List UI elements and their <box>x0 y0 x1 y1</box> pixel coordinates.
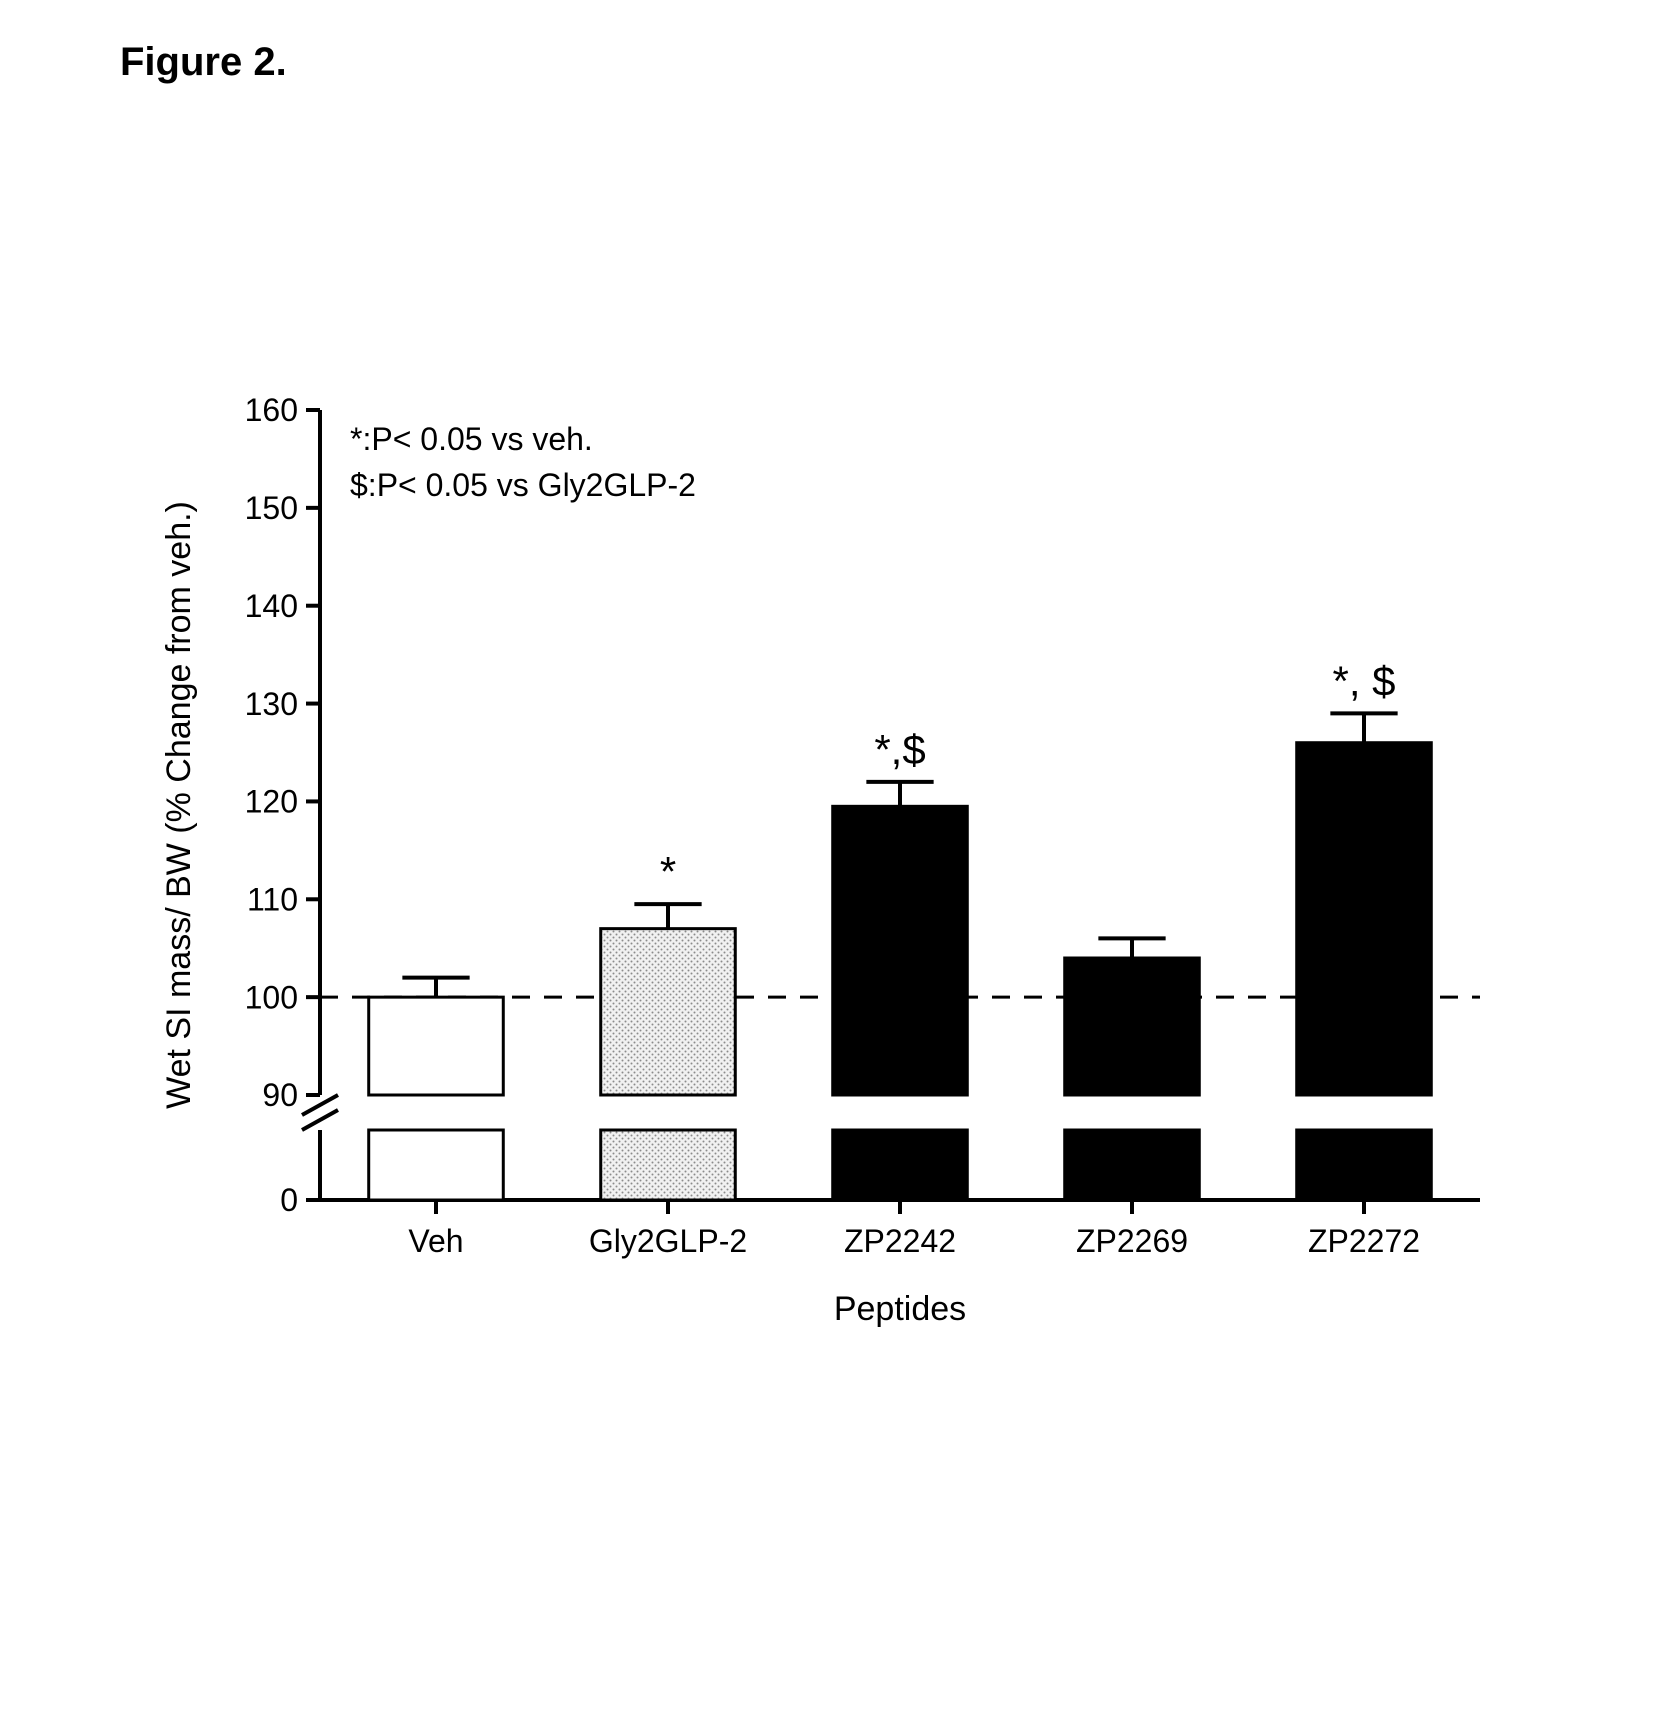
svg-text:150: 150 <box>245 490 298 526</box>
svg-text:$:P< 0.05 vs Gly2GLP-2: $:P< 0.05 vs Gly2GLP-2 <box>350 467 696 503</box>
svg-text:*, $: *, $ <box>1332 657 1395 704</box>
bar-chart: 0 90 100 110 120 130 140 150 160 Wet SI mass/ BW … <box>150 390 1530 1340</box>
svg-text:110: 110 <box>247 881 298 917</box>
svg-text:90: 90 <box>262 1077 298 1113</box>
svg-text:*:P< 0.05 vs veh.: *:P< 0.05 vs veh. <box>350 421 593 457</box>
svg-text:ZP2269: ZP2269 <box>1076 1223 1188 1259</box>
svg-text:Veh: Veh <box>408 1223 463 1259</box>
svg-text:*: * <box>660 848 676 895</box>
svg-text:Gly2GLP-2: Gly2GLP-2 <box>589 1223 747 1259</box>
svg-text:130: 130 <box>245 686 298 722</box>
svg-text:ZP2242: ZP2242 <box>844 1223 956 1259</box>
svg-text:160: 160 <box>245 392 298 428</box>
svg-text:Peptides: Peptides <box>834 1290 966 1328</box>
svg-text:140: 140 <box>245 588 298 624</box>
svg-text:120: 120 <box>245 784 298 820</box>
svg-text:0: 0 <box>280 1182 298 1218</box>
svg-text:ZP2272: ZP2272 <box>1308 1223 1420 1259</box>
svg-text:*,$: *,$ <box>874 726 925 773</box>
figure-title: Figure 2. <box>120 40 287 85</box>
svg-text:Wet SI mass/ BW (% Change from: Wet SI mass/ BW (% Change from veh.) <box>160 501 198 1109</box>
svg-text:100: 100 <box>245 979 298 1015</box>
